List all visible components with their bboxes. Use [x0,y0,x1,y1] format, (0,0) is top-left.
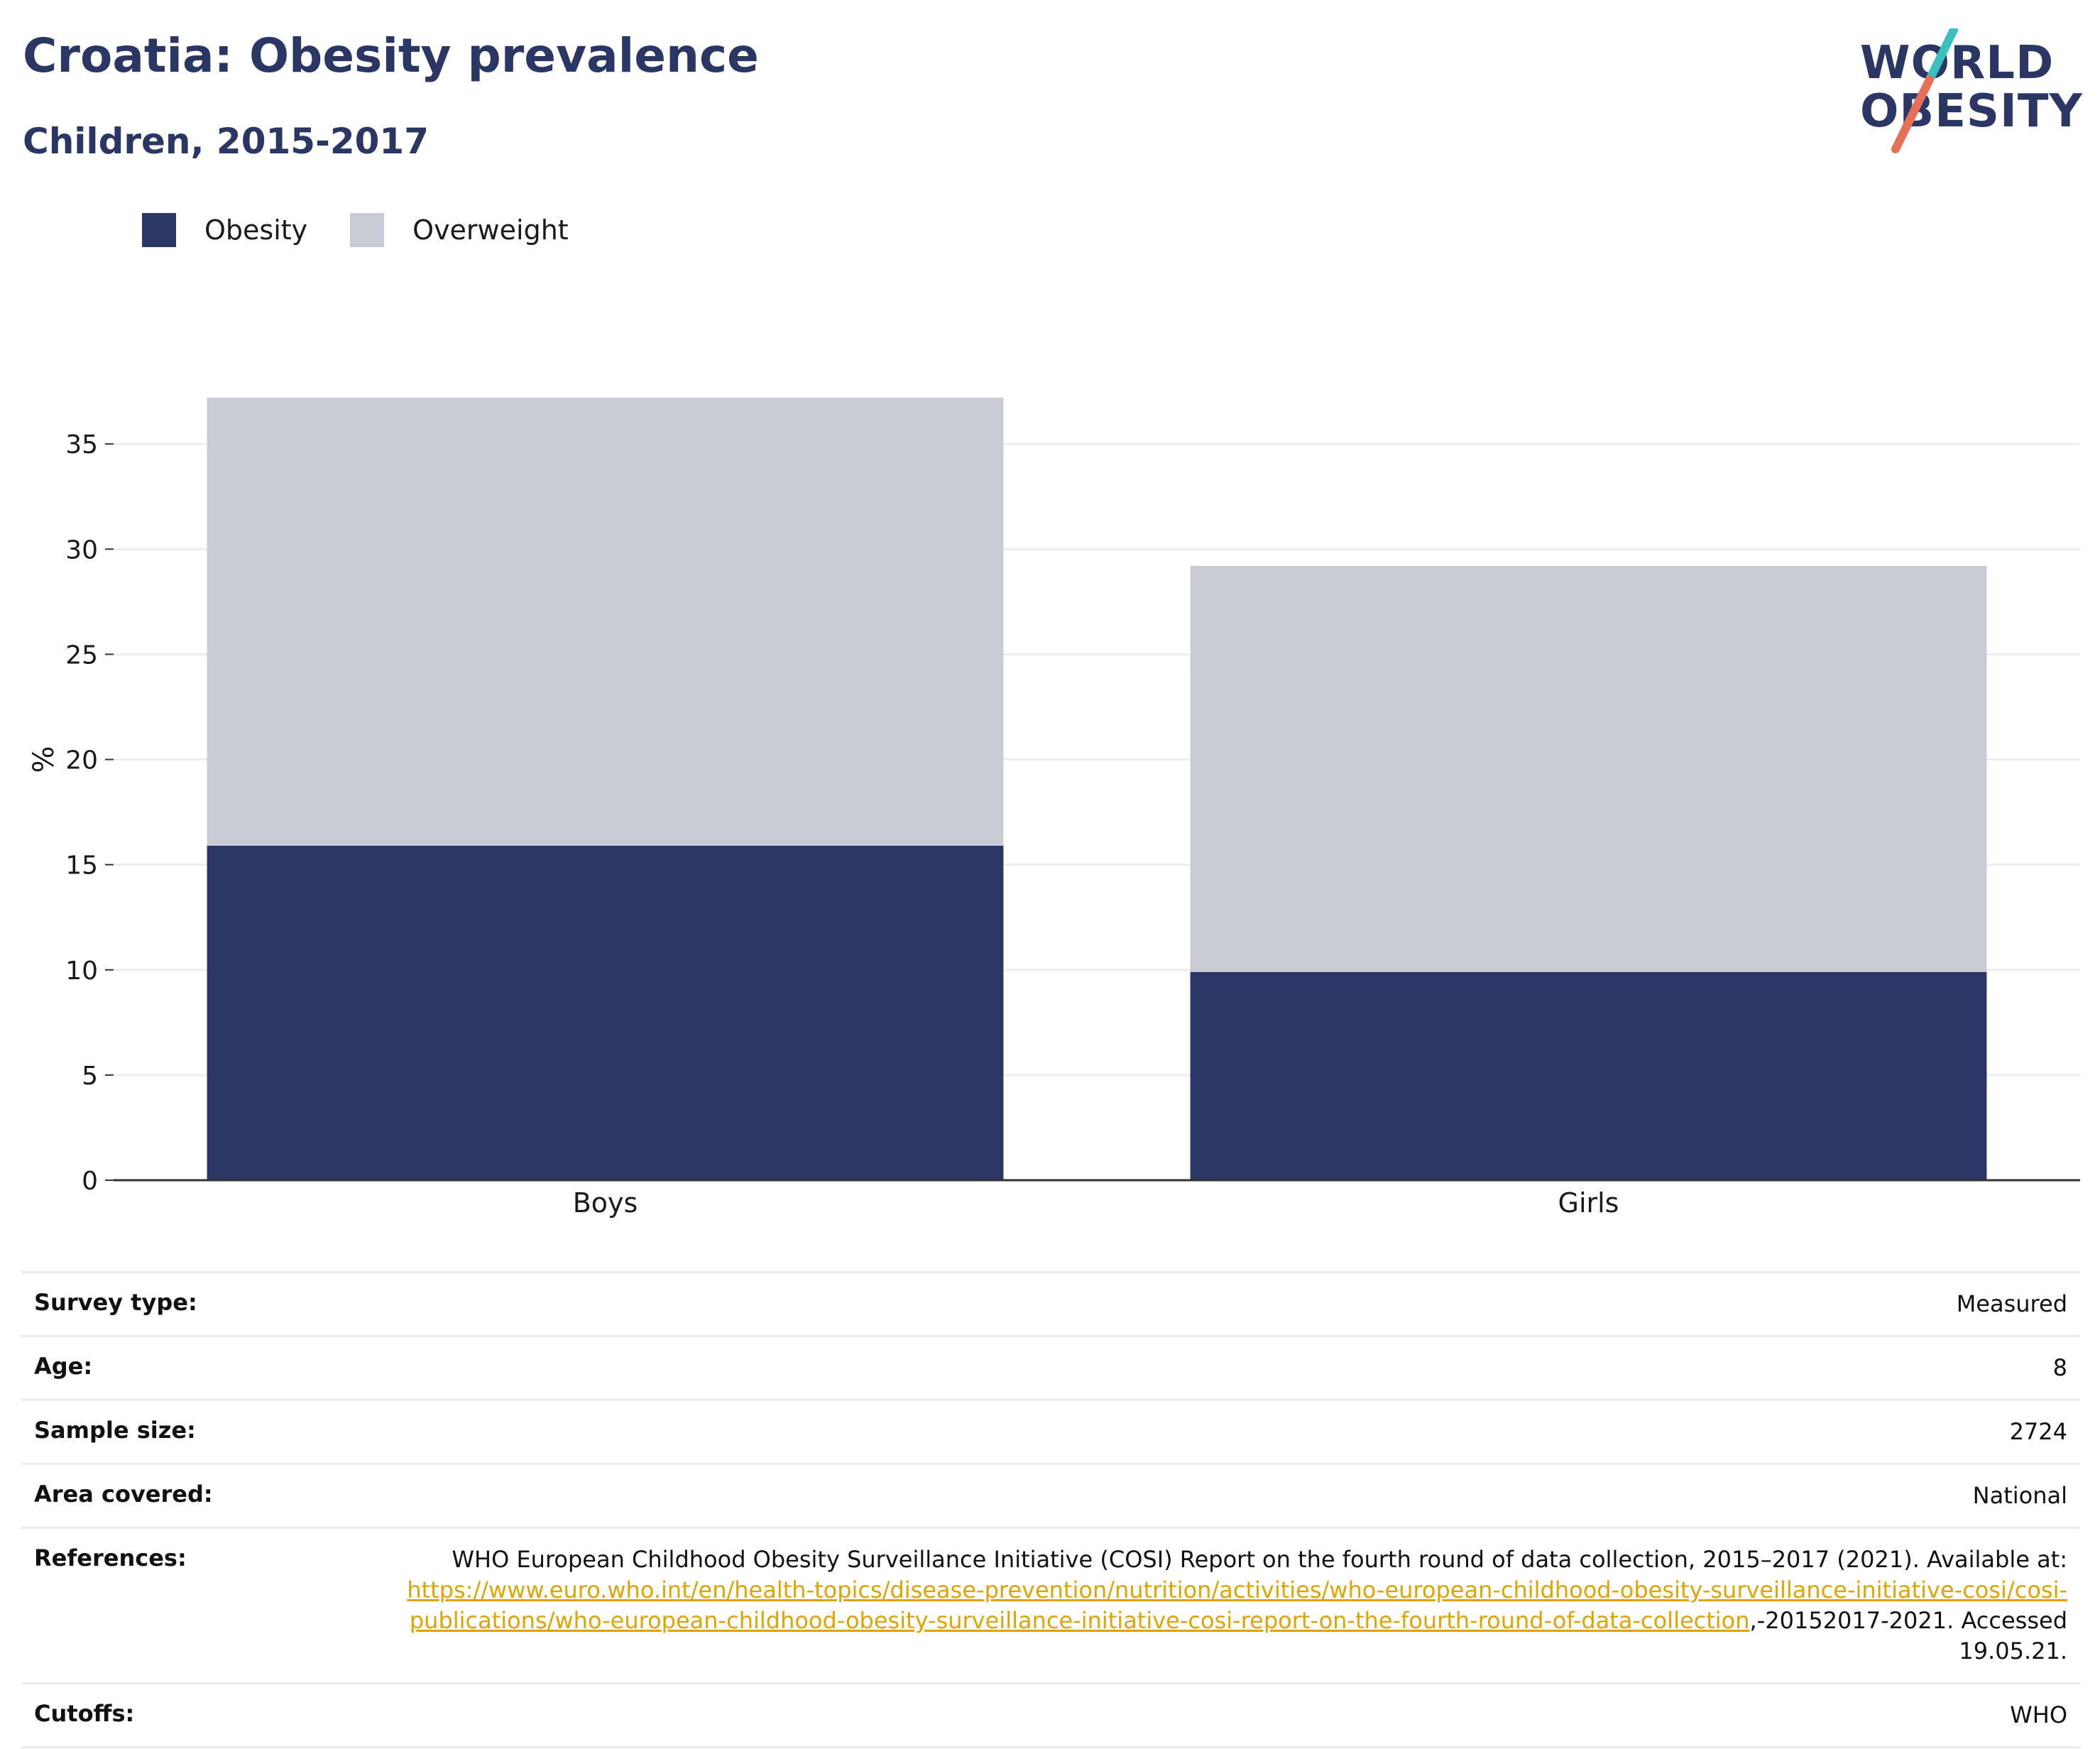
y-tick-label: 30 [65,535,98,565]
chart-title: Croatia: Obesity prevalence [23,28,759,83]
references-label: References: [34,1544,187,1571]
references-text: WHO European Childhood Obesity Surveilla… [452,1546,2067,1573]
legend-item-obesity[interactable]: Obesity [142,213,307,247]
y-axis-label: % [28,746,60,773]
x-tick-label-girls: Girls [1558,1187,1619,1219]
info-row-area-covered: Area covered: National [21,1463,2080,1527]
y-tick-label: 10 [65,957,98,986]
references-link[interactable]: https://www.euro.who.int/en/health-topic… [407,1576,2067,1634]
area-covered-value: National [1972,1482,2067,1509]
world-obesity-logo: WORLD OBESITY [1846,28,2083,156]
legend-label-obesity: Obesity [204,214,308,246]
chart-subtitle: Children, 2015-2017 [23,121,429,162]
y-tick-label: 25 [65,641,98,670]
info-row-cutoffs: Cutoffs: WHO [21,1682,2080,1748]
logo-text-line2: OBESITY [1860,85,2083,138]
info-row-references: References: WHO European Childhood Obesi… [21,1527,2080,1682]
chart-legend: Obesity Overweight [142,213,611,247]
y-tick-label: 15 [65,851,98,881]
logo-slash-icon [1891,28,1958,153]
y-tick-label: 5 [82,1062,98,1091]
bar-boys-obesity [207,845,1004,1180]
info-row-age: Age: 8 [21,1335,2080,1399]
y-tick-label: 20 [65,746,98,775]
x-tick-label-boys: Boys [573,1187,638,1219]
logo-text-line1: WORLD [1860,37,2055,89]
info-row-survey-type: Survey type: Measured [21,1271,2080,1335]
cutoffs-value: WHO [2010,1701,2067,1728]
legend-label-overweight: Overweight [412,214,569,246]
legend-swatch-overweight [350,213,385,247]
bar-boys-overweight [207,398,1004,846]
sample-size-label: Sample size: [34,1417,196,1444]
survey-info-table: Survey type: Measured Age: 8 Sample size… [21,1271,2080,1748]
bar-girls-obesity [1190,971,1987,1180]
bar-girls-overweight [1190,565,1987,972]
survey-type-label: Survey type: [34,1289,197,1316]
age-value: 8 [2052,1354,2067,1381]
area-covered-label: Area covered: [34,1481,213,1508]
age-label: Age: [34,1353,93,1380]
y-tick-label: 0 [82,1167,98,1196]
y-tick-label: 35 [65,430,98,459]
stacked-bar-chart: 0 5 10 15 20 25 30 35% Boys Girls [28,398,2080,1219]
survey-type-value: Measured [1956,1290,2067,1317]
sample-size-value: 2724 [2009,1418,2067,1445]
legend-item-overweight[interactable]: Overweight [350,213,569,247]
references-text-end: ,-20152017-2021. Accessed 19.05.21. [1749,1607,2067,1664]
legend-swatch-obesity [142,213,176,247]
info-row-sample-size: Sample size: 2724 [21,1399,2080,1463]
references-value: WHO European Childhood Obesity Surveilla… [328,1544,2067,1667]
cutoffs-label: Cutoffs: [34,1700,135,1727]
